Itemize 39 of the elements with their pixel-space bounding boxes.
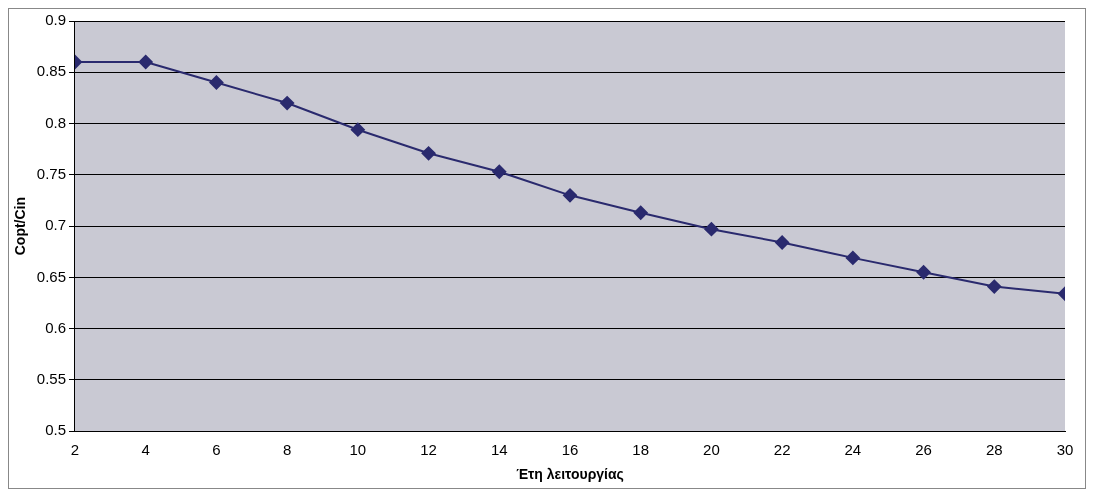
x-axis-title: Έτη λειτουργίας bbox=[516, 466, 624, 483]
x-tick-label: 8 bbox=[282, 441, 292, 459]
point bbox=[845, 250, 860, 265]
point bbox=[563, 188, 577, 203]
y-tick-label: 0.55 bbox=[36, 370, 66, 388]
point bbox=[916, 265, 931, 280]
y-tick-label: 0.65 bbox=[36, 267, 66, 285]
y-tick-label: 0.9 bbox=[45, 11, 66, 29]
x-tick-label: 6 bbox=[212, 441, 221, 459]
x-tick-label: 10 bbox=[349, 441, 367, 459]
x-tick-label: 20 bbox=[703, 441, 720, 459]
point bbox=[350, 122, 365, 137]
point bbox=[633, 205, 648, 220]
x-tick-label: 24 bbox=[844, 441, 862, 459]
x-tick-label: 30 bbox=[1056, 441, 1074, 459]
point bbox=[421, 146, 436, 161]
y-tick-label: 0.75 bbox=[36, 164, 66, 182]
y-tick-label: 0.8 bbox=[45, 113, 66, 131]
x-tick-label: 4 bbox=[141, 441, 150, 459]
point bbox=[987, 279, 1002, 294]
x-tick-label: 28 bbox=[985, 441, 1003, 459]
y-tick-label: 0.7 bbox=[45, 216, 66, 234]
x-tick-label: 26 bbox=[915, 441, 932, 459]
point bbox=[138, 55, 153, 70]
point bbox=[280, 96, 295, 111]
x-tick-label: 14 bbox=[490, 441, 508, 459]
x-tick-label: 16 bbox=[561, 441, 579, 459]
x-tick-label: 12 bbox=[420, 441, 437, 459]
y-tick-label: 0.85 bbox=[36, 62, 66, 80]
x-tick-label: 18 bbox=[632, 441, 650, 459]
x-tick-label: 2 bbox=[70, 441, 80, 459]
y-tick-label: 0.5 bbox=[45, 421, 66, 439]
x-tick-label: 22 bbox=[773, 441, 791, 459]
y-axis-title: Copt/Cin bbox=[12, 196, 29, 256]
point bbox=[775, 235, 790, 250]
point bbox=[492, 164, 507, 179]
point bbox=[704, 222, 719, 237]
point bbox=[209, 75, 224, 90]
y-tick-label: 0.6 bbox=[45, 318, 66, 336]
